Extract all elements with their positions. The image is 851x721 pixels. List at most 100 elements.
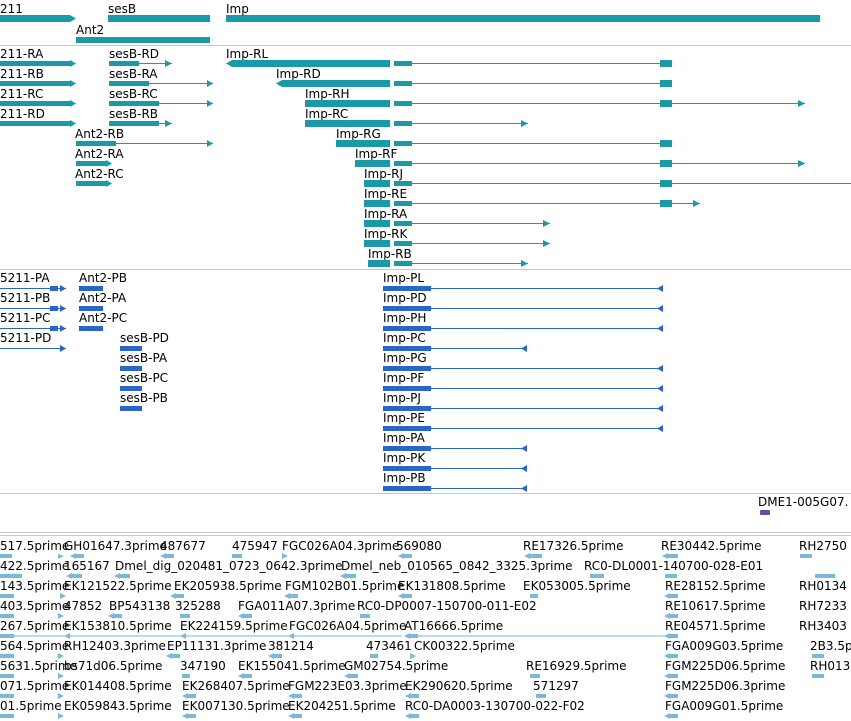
protein-label: 5211-PB [0,291,51,305]
gene-Imp-label: Imp [226,2,249,16]
cdna-label: RE30442.5prime [661,539,762,553]
cdna-label: RE04571.5prime [665,619,766,633]
dme1-label: DME1-005G07. [758,495,849,509]
gene-211-bar[interactable] [0,15,70,22]
cdna-label: 267.5prime [0,619,70,633]
gene-Ant2-bar[interactable] [76,37,210,43]
cdna-label: RC0-DL0001-140700-028-E01 [584,559,764,573]
cdna-label: 475947 [232,539,278,553]
transcript-label: Imp-RF [355,147,398,161]
track-divider [0,535,851,536]
protein-label: Imp-PD [383,291,427,305]
transcript-label: Imp-RJ [364,167,404,181]
cdna-label: RH0134 [799,579,847,593]
cdna-label: EP11131.3prime [167,639,267,653]
protein-label: sesB-PC [120,371,169,385]
transcript-label: Imp-RC [305,107,349,121]
cdna-label: AT16666.5prime [404,619,504,633]
cdna-label: EK204251.5prime [288,699,396,713]
transcript-label: sesB-RB [109,107,159,121]
cdna-label: RC0-DA0003-130700-022-F02 [405,699,585,713]
transcript-label: sesB-RD [109,47,160,61]
cdna-label: FGA009G03.5prime [665,639,784,653]
cdna-label: 325288 [175,599,221,613]
cdna-label: 517.5prime [0,539,70,553]
protein-label: Imp-PH [383,311,427,325]
cdna-label: FGM102B01.5prime [285,579,405,593]
cdna-label: Dmel_dig_020481_0723_0642.3prime [115,559,343,573]
protein-label: Imp-PK [383,451,426,465]
cdna-label: 47852 [64,599,103,613]
cdna-label: EK007130.5prime [182,699,290,713]
cdna-label: 2B3.5p [810,639,851,653]
cdna-label: 165167 [64,559,110,573]
cdna-label: 01.5prime [0,699,62,713]
gene-Ant2-label: Ant2 [76,23,105,37]
transcript-label: sesB-RA [109,67,158,81]
transcript-label: Imp-RH [305,87,350,101]
cdna-label: FGA011A07.3prime [238,599,356,613]
protein-label: Imp-PL [383,271,425,285]
protein-label: Imp-PF [383,371,425,385]
gene-sesB-label: sesB [108,2,137,16]
cdna-label: 571297 [533,679,579,693]
transcript-label: Ant2-RA [75,147,124,161]
transcript-label: 211-RD [0,107,45,121]
cdna-label: RE28152.5prime [665,579,766,593]
cdna-label: 422.5prime [0,559,70,573]
transcript-label: Imp-RA [364,207,408,221]
dme1-feature[interactable] [760,510,770,515]
protein-label: sesB-PB [120,391,168,405]
transcript-label: sesB-RC [109,87,158,101]
transcript-label: 211-RA [0,47,44,61]
cdna-label: FGM225D06.5prime [665,659,786,673]
cdna-label: EK290620.5prime [405,679,513,693]
cdna-label: FGC026A04.3prime [282,539,400,553]
cdna-label: 143.5prime [0,579,70,593]
cdna-label: EK155041.5prime [238,659,346,673]
cdna-label: 403.5prime [0,599,70,613]
cdna-label: GH01647.3prime [64,539,167,553]
transcript-label: 211-RB [0,67,44,81]
gene-Imp-bar[interactable] [226,15,820,22]
protein-label: Imp-PA [383,431,425,445]
cdna-label: RH3403 [799,619,847,633]
protein-label: 5211-PC [0,311,51,325]
cdna-label: Dmel_neb_010565_0842_3325.3prime [341,559,573,573]
cdna-label: RC0-DP0007-150700-011-E02 [357,599,537,613]
protein-label: Imp-PB [383,471,426,485]
cdna-label: RE17326.5prime [523,539,624,553]
cdna-label: EK268407.5prime [182,679,290,693]
protein-label: sesB-PA [120,351,168,365]
cdna-label: BP543138 [109,599,171,613]
cdna-label: EK014408.5prime [64,679,172,693]
transcript-label: Imp-RB [368,247,412,261]
cdna-label: FGM223E03.3prime [288,679,407,693]
cdna-label: bs71d06.5prime [64,659,163,673]
transcript-label: Ant2-RB [75,127,125,141]
protein-label: Ant2-PB [79,271,127,285]
cdna-label: 071.5prime [0,679,70,693]
transcript-label: Ant2-RC [75,167,124,181]
cdna-label: 347190 [180,659,226,673]
protein-label: Imp-PC [383,331,426,345]
protein-label: 5211-PD [0,331,52,345]
cdna-label: EK059843.5prime [64,699,172,713]
protein-label: Imp-PJ [383,391,421,405]
transcript-label: Imp-RK [364,227,408,241]
protein-label: Ant2-PA [79,291,127,305]
protein-label: Ant2-PC [79,311,128,325]
transcript-label: 211-RC [0,87,44,101]
cdna-label: EK224159.5prime [180,619,288,633]
transcript-label: Imp-RD [276,67,321,81]
track-divider [0,269,851,270]
cdna-label: 564.5prime [0,639,70,653]
gene-sesB-bar[interactable] [108,15,210,22]
cdna-label: EK121522.5prime [64,579,172,593]
track-divider [0,45,851,46]
cdna-label: RE10617.5prime [665,599,766,613]
cdna-label: 5631.5prime [0,659,77,673]
cdna-label: 487677 [160,539,206,553]
cdna-label: 381214 [268,639,314,653]
transcript-label: Imp-RE [364,187,408,201]
